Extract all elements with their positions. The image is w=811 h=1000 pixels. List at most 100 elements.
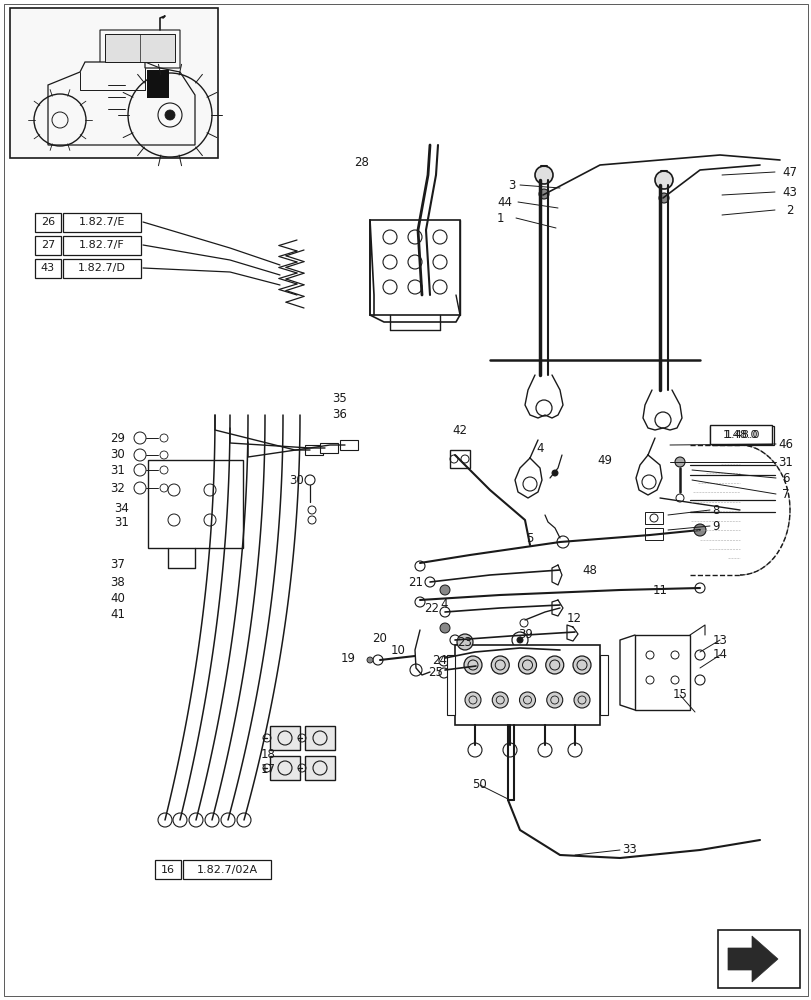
Bar	[709, 425, 771, 444]
Bar	[148, 460, 242, 548]
Text: 1.82.7/F: 1.82.7/F	[79, 240, 125, 250]
Text: 22: 22	[424, 601, 439, 614]
Text: 30: 30	[110, 448, 125, 462]
Bar	[599, 655, 607, 715]
Text: 18: 18	[260, 748, 275, 760]
Text: 6: 6	[781, 472, 789, 485]
Text: 42: 42	[452, 424, 467, 436]
Text: 14: 14	[711, 648, 727, 662]
Circle shape	[659, 193, 668, 203]
Bar	[634, 635, 689, 710]
Bar	[105, 34, 175, 62]
Text: 34: 34	[114, 502, 129, 514]
Text: 25: 25	[428, 666, 443, 678]
Text: 10: 10	[390, 644, 405, 656]
Circle shape	[539, 189, 548, 199]
Circle shape	[546, 692, 562, 708]
Text: 24: 24	[432, 654, 447, 666]
Text: 1.48.0: 1.48.0	[723, 430, 757, 440]
Text: 43: 43	[782, 186, 796, 198]
Bar	[305, 445, 323, 455]
Text: 1.82.7/D: 1.82.7/D	[78, 263, 126, 273]
Text: 50: 50	[472, 778, 487, 791]
Circle shape	[457, 634, 473, 650]
Text: 40: 40	[110, 591, 125, 604]
Circle shape	[491, 656, 508, 674]
Text: 12: 12	[566, 611, 581, 624]
Text: 17: 17	[260, 763, 275, 776]
Text: 30: 30	[290, 474, 304, 487]
Text: 7: 7	[781, 488, 789, 500]
Circle shape	[693, 524, 705, 536]
Text: 33: 33	[622, 843, 637, 856]
Text: 43: 43	[41, 263, 55, 273]
Text: 9: 9	[711, 520, 719, 532]
Text: 1: 1	[496, 212, 503, 225]
Bar	[717, 930, 799, 988]
Bar	[711, 426, 773, 444]
Bar	[35, 213, 61, 232]
Circle shape	[465, 692, 480, 708]
Bar	[147, 70, 169, 98]
Circle shape	[573, 656, 590, 674]
Text: 26: 26	[41, 217, 55, 227]
Text: 27: 27	[41, 240, 55, 250]
Text: 16: 16	[161, 865, 175, 875]
Text: 32: 32	[110, 482, 125, 494]
Circle shape	[551, 470, 557, 476]
Text: 31: 31	[778, 456, 792, 468]
Text: 2: 2	[785, 204, 793, 217]
Bar	[320, 443, 337, 453]
Circle shape	[534, 166, 552, 184]
Text: 38: 38	[110, 576, 125, 588]
Circle shape	[674, 457, 684, 467]
Text: 39: 39	[518, 629, 533, 642]
Text: 13: 13	[712, 634, 727, 647]
Bar	[270, 756, 299, 780]
Circle shape	[440, 623, 449, 633]
Circle shape	[491, 692, 508, 708]
Bar	[370, 220, 460, 315]
Bar	[305, 726, 335, 750]
Bar	[35, 258, 61, 277]
Bar	[63, 213, 141, 232]
Text: 3: 3	[508, 179, 515, 192]
Circle shape	[654, 171, 672, 189]
Text: 19: 19	[340, 652, 355, 664]
Bar	[182, 860, 271, 879]
Circle shape	[165, 110, 175, 120]
Bar	[454, 645, 599, 725]
Text: 31: 31	[114, 516, 129, 528]
Bar	[10, 8, 217, 158]
Text: 1.48.0: 1.48.0	[724, 430, 760, 440]
Text: 4: 4	[535, 442, 543, 454]
Polygon shape	[727, 936, 777, 982]
Bar	[35, 235, 61, 254]
Text: 35: 35	[333, 391, 347, 404]
Circle shape	[545, 656, 563, 674]
Text: 4: 4	[440, 598, 447, 611]
Text: 8: 8	[711, 504, 719, 516]
Circle shape	[463, 656, 482, 674]
Bar	[305, 756, 335, 780]
Bar	[270, 726, 299, 750]
Text: 41: 41	[110, 608, 126, 621]
Text: 11: 11	[652, 584, 667, 596]
Text: 48: 48	[581, 564, 597, 576]
Text: 49: 49	[597, 454, 611, 466]
Text: 15: 15	[672, 688, 687, 702]
Text: 1.82.7/02A: 1.82.7/02A	[196, 865, 257, 875]
Text: 29: 29	[110, 432, 126, 444]
Bar	[644, 512, 663, 524]
Circle shape	[519, 692, 534, 708]
Bar	[63, 258, 141, 277]
Text: 20: 20	[372, 632, 387, 645]
Bar	[63, 235, 141, 254]
Text: 31: 31	[110, 464, 125, 477]
Text: 5: 5	[526, 532, 533, 544]
Bar	[449, 450, 470, 468]
Bar	[446, 655, 454, 715]
Bar	[644, 528, 663, 540]
Circle shape	[573, 692, 590, 708]
Circle shape	[517, 637, 522, 643]
